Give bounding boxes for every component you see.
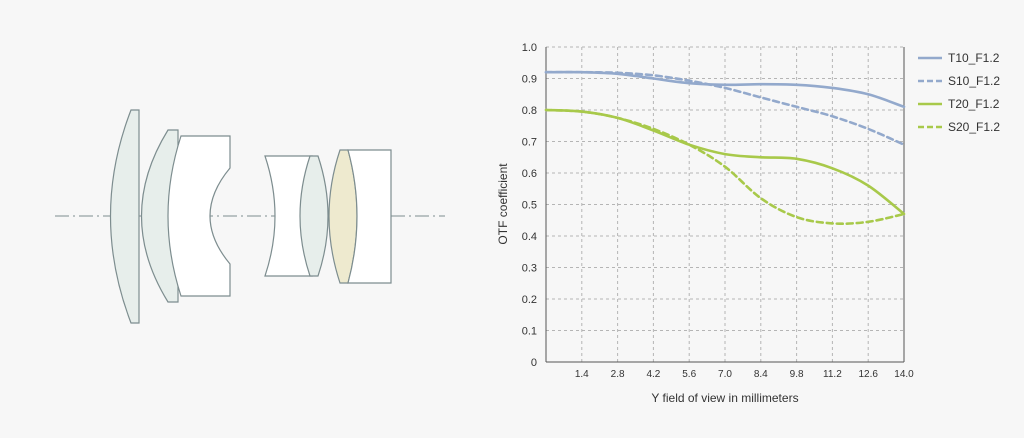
x-tick-label: 1.4 [575,369,589,380]
y-tick-label: 0 [531,357,537,369]
series-line-s20-f1-2 [544,108,906,226]
y-tick-label: 0.2 [522,294,537,306]
lens-cross-section-diagram [55,109,445,324]
lens-element-2 [140,129,179,303]
otf-chart: 0 0.1 0.2 0.3 0.4 0.5 0.6 0.7 0.8 0.9 1.0 1.4 2.8 4.… [496,42,1000,405]
legend-label-t10-f1-2: T10_F1.2 [948,51,1000,65]
chart-grid [546,46,904,362]
lens-element-1 [109,109,140,324]
lens-element-7 [347,149,392,284]
y-tick-label: 1.0 [522,42,537,54]
y-tick-label: 0.7 [522,137,537,149]
y-tick-label: 0.8 [522,105,537,117]
x-tick-label: 7.0 [718,369,732,380]
x-tick-label: 14.0 [894,369,914,380]
y-tick-label: 0.9 [522,74,537,86]
x-axis-label: Y field of view in millimeters [651,391,798,405]
x-tick-label: 12.6 [858,369,878,380]
x-tick-label: 8.4 [754,369,768,380]
legend-label-t20-f1-2: T20_F1.2 [948,97,1000,111]
chart-axes [545,47,905,363]
y-tick-label: 0.5 [522,200,537,212]
series-line-s10-f1-2 [544,70,906,146]
x-tick-label: 9.8 [790,369,804,380]
x-tick-label: 4.2 [646,369,660,380]
y-tick-label: 0.3 [522,263,537,275]
x-tick-label: 2.8 [611,369,625,380]
x-tick-label: 11.2 [823,369,842,380]
chart-legend: T10_F1.2 S10_F1.2 T20_F1.2 S20_F1.2 [918,51,1000,134]
y-axis-label: OTF coefficient [496,163,510,245]
x-tick-label: 5.6 [682,369,696,380]
legend-label-s20-f1-2: S20_F1.2 [948,120,1000,134]
y-tick-label: 0.6 [522,168,537,180]
y-tick-label: 0.1 [522,326,537,338]
x-tick-labels: 1.4 2.8 4.2 5.6 7.0 8.4 9.8 11.2 12.6 14.0 [575,369,914,380]
lens-element-3 [167,135,231,297]
lens-element-5 [299,155,329,277]
y-tick-label: 0.4 [522,231,537,243]
legend-label-s10-f1-2: S10_F1.2 [948,74,1000,88]
y-tick-labels: 0 0.1 0.2 0.3 0.4 0.5 0.6 0.7 0.8 0.9 1.0 [522,42,537,369]
chart-series [544,70,906,226]
